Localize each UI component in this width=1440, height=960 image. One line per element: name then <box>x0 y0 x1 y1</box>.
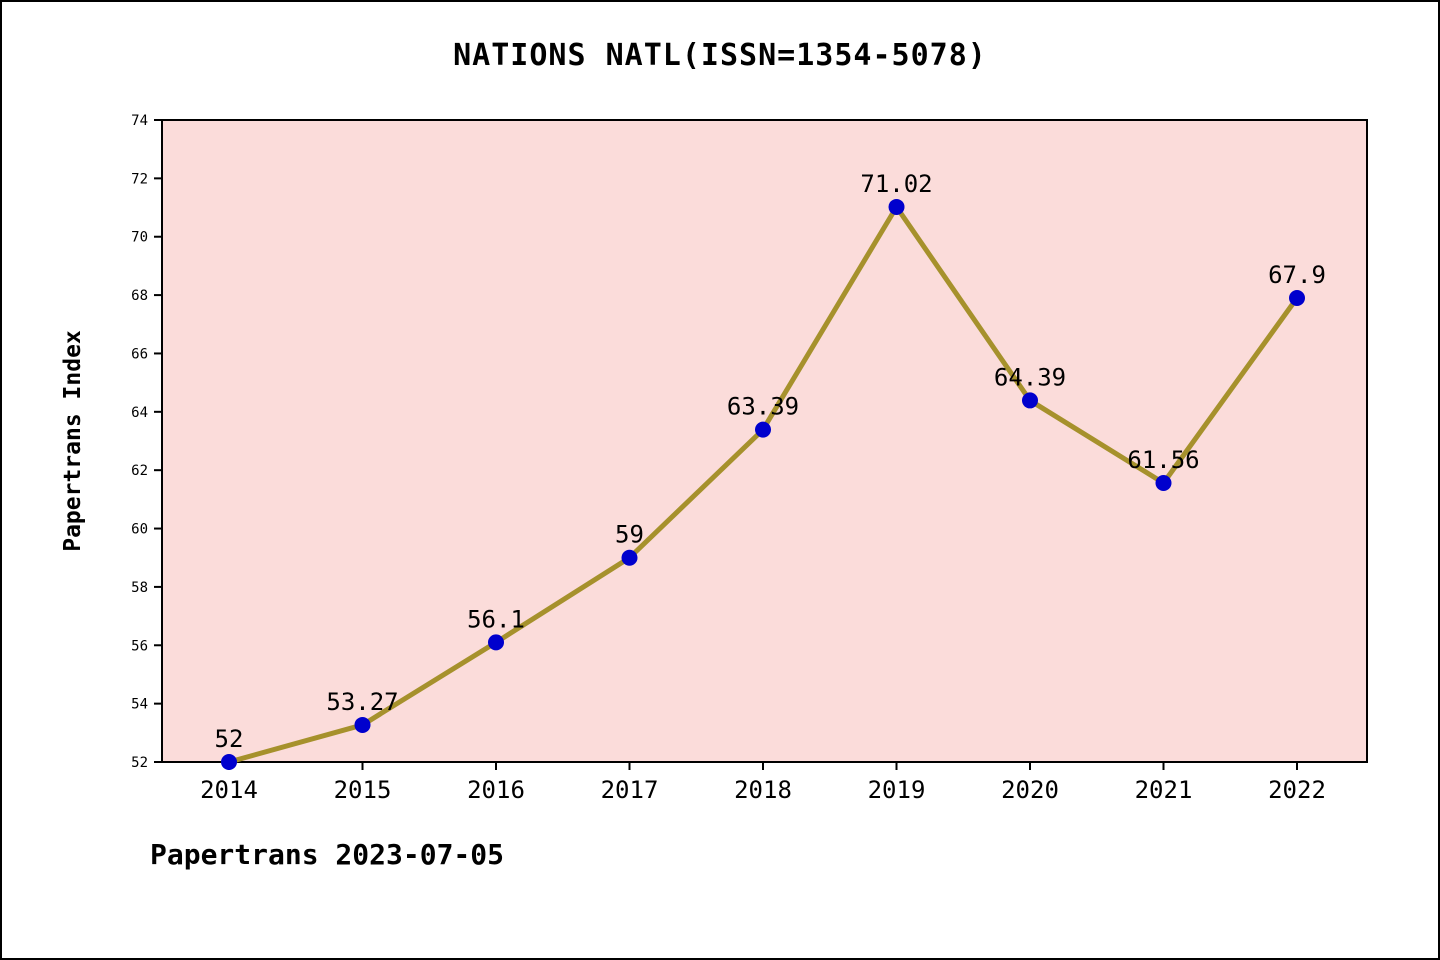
data-point-label: 59 <box>615 521 644 549</box>
y-tick-label: 66 <box>131 346 148 362</box>
data-point <box>488 634 504 651</box>
y-tick-label: 62 <box>131 463 148 479</box>
plot-area <box>161 119 1368 763</box>
x-tick-label: 2014 <box>200 776 258 804</box>
data-point <box>221 754 237 770</box>
data-point <box>1022 392 1038 409</box>
y-tick-label: 64 <box>131 405 148 421</box>
data-point <box>888 198 905 215</box>
y-tick-label: 52 <box>131 755 148 771</box>
x-tick-label: 2019 <box>868 776 926 804</box>
data-point-label: 71.02 <box>860 170 932 198</box>
y-tick-label: 58 <box>131 580 148 596</box>
x-tick-label: 2017 <box>601 776 659 804</box>
data-point-label: 67.9 <box>1268 261 1326 289</box>
x-tick-label: 2016 <box>467 776 525 804</box>
y-tick-label: 68 <box>131 288 148 304</box>
y-tick-label: 54 <box>131 697 148 713</box>
x-tick-label: 2015 <box>334 776 392 804</box>
data-point-label: 63.39 <box>727 393 799 421</box>
data-point-label: 64.39 <box>994 363 1066 391</box>
y-tick-label: 72 <box>131 171 148 187</box>
x-tick-label: 2020 <box>1001 776 1059 804</box>
x-tick-label: 2021 <box>1135 776 1193 804</box>
data-point <box>755 421 771 438</box>
y-tick-label: 74 <box>131 113 148 129</box>
data-point-label: 52 <box>215 725 244 753</box>
data-point-label: 56.1 <box>467 605 525 633</box>
data-point-label: 53.27 <box>326 688 398 716</box>
y-tick-label: 60 <box>131 522 148 538</box>
data-point <box>621 549 638 566</box>
footer-watermark: Papertrans 2023-07-05 <box>150 838 505 871</box>
y-tick-label: 56 <box>131 638 148 654</box>
x-tick-label: 2022 <box>1268 776 1326 804</box>
chart-title: NATIONS NATL(ISSN=1354-5078) <box>453 38 987 73</box>
data-point <box>354 716 371 733</box>
data-point <box>1289 290 1305 307</box>
y-tick-label: 70 <box>131 230 148 246</box>
y-axis-label: Papertrans Index <box>60 330 86 552</box>
data-point-label: 61.56 <box>1127 446 1199 474</box>
data-point <box>1155 475 1172 492</box>
x-tick-label: 2018 <box>734 776 792 804</box>
